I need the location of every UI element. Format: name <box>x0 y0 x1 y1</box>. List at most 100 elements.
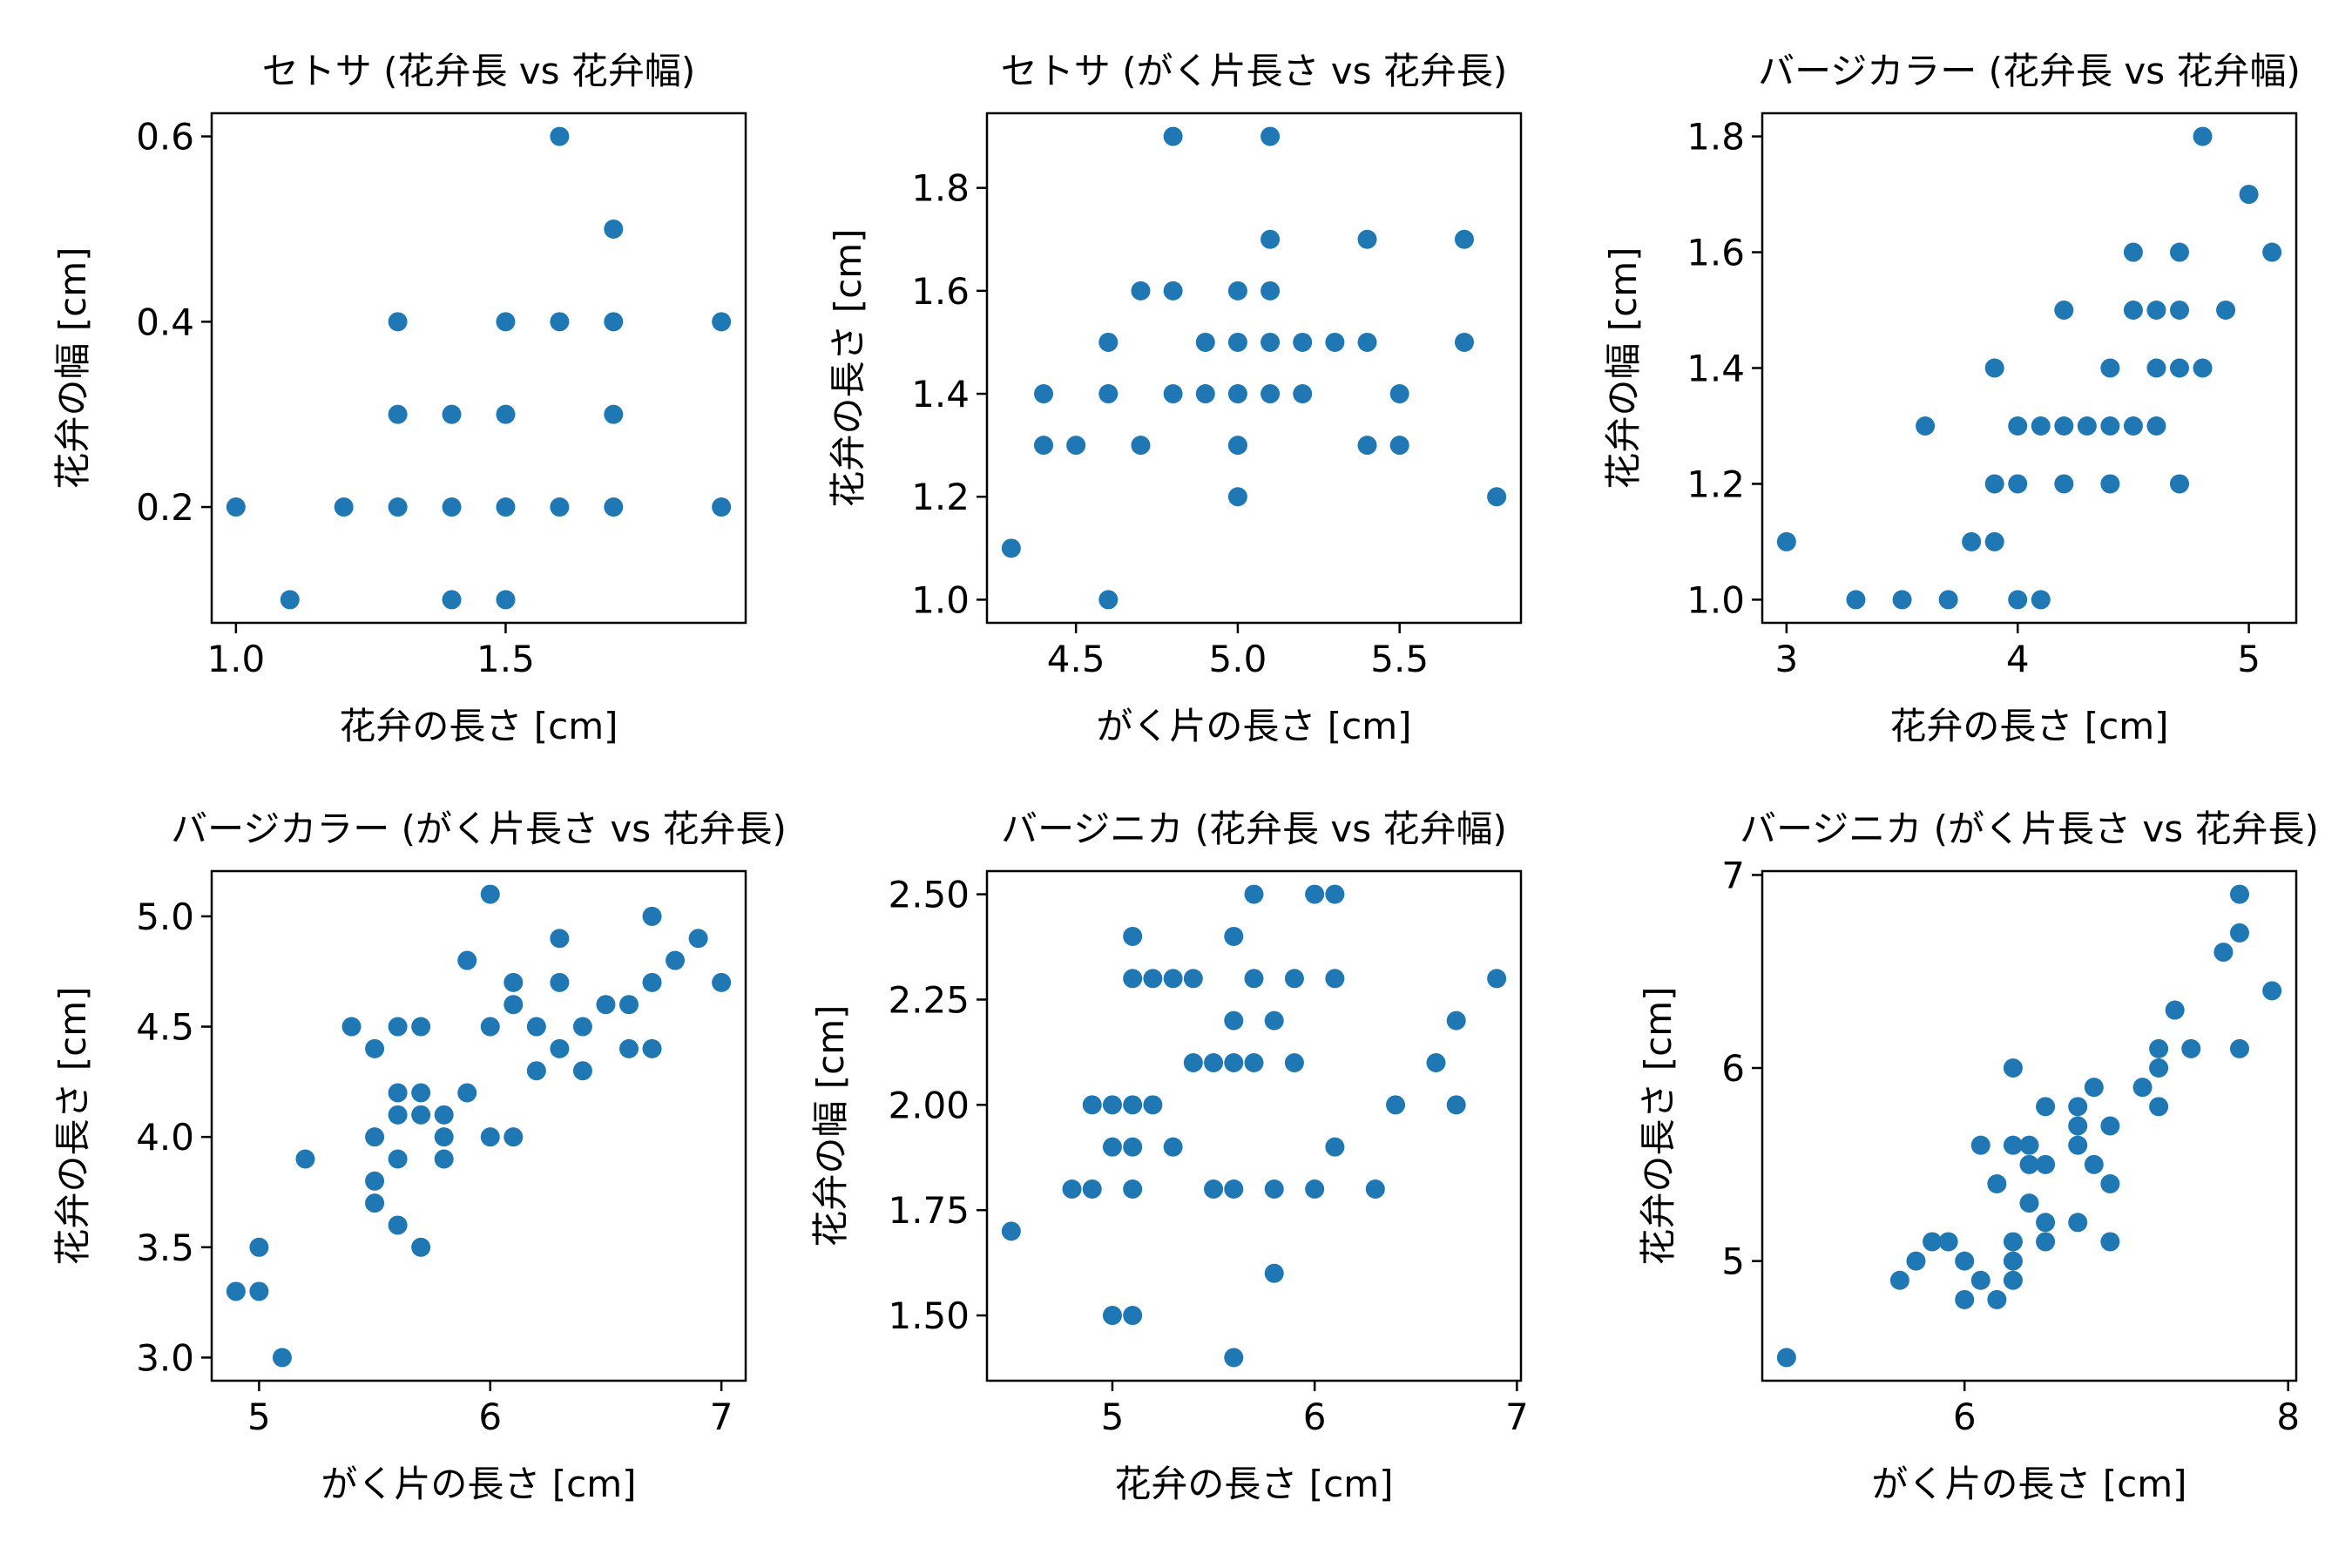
subplot-title: バージカラー (花弁長 vs 花弁幅) <box>1758 50 2301 92</box>
data-point <box>504 972 524 992</box>
y-axis-label: 花弁の長さ [cm] <box>51 986 94 1265</box>
data-point <box>642 1038 662 1058</box>
data-point <box>1098 332 1119 352</box>
data-point <box>2003 1135 2023 1155</box>
data-point <box>1260 126 1281 146</box>
data-point <box>2149 1058 2169 1078</box>
data-point <box>480 1127 500 1147</box>
data-point <box>550 972 570 992</box>
data-point <box>1325 884 1345 904</box>
data-point <box>1984 474 2004 494</box>
data-point <box>388 404 408 424</box>
data-point <box>688 929 708 949</box>
data-point <box>2149 1038 2169 1058</box>
data-point <box>1293 332 1313 352</box>
data-point <box>1955 1289 1975 1309</box>
data-point <box>365 1127 385 1147</box>
data-point <box>1889 1270 1909 1290</box>
data-point <box>1034 384 1054 404</box>
data-point <box>1244 884 1264 904</box>
data-point <box>2123 416 2143 436</box>
data-point <box>1123 1306 1143 1326</box>
x-tick-label: 5 <box>1101 1396 1125 1438</box>
data-point <box>388 312 408 332</box>
data-point <box>2146 416 2166 436</box>
data-point <box>1260 332 1281 352</box>
data-point <box>1325 969 1345 989</box>
data-point <box>1123 1137 1143 1157</box>
subplot-title: バージニカ (がく片長さ vs 花弁長) <box>1740 808 2319 850</box>
data-point <box>496 497 516 517</box>
data-point <box>1293 384 1313 404</box>
data-point <box>1123 969 1143 989</box>
data-point <box>526 1061 546 1081</box>
data-point <box>2100 416 2120 436</box>
y-tick-label: 1.0 <box>911 578 970 621</box>
data-point <box>550 126 570 146</box>
data-point <box>1123 926 1143 946</box>
data-point <box>1143 969 1163 989</box>
data-point <box>1131 436 1151 456</box>
data-point <box>1224 1010 1244 1031</box>
data-point <box>2003 1058 2023 1078</box>
x-tick-label: 5 <box>2237 638 2261 680</box>
data-point <box>2003 1270 2023 1290</box>
data-point <box>572 1017 592 1037</box>
data-point <box>434 1127 454 1147</box>
data-point <box>1264 1263 1284 1283</box>
data-point <box>2054 474 2074 494</box>
y-tick-label: 4.5 <box>136 1006 194 1049</box>
data-point <box>2149 1097 2169 1117</box>
x-tick-label: 7 <box>710 1396 733 1438</box>
data-point <box>411 1083 431 1103</box>
data-point <box>442 590 462 610</box>
data-point <box>1082 1095 1102 1115</box>
data-point <box>550 929 570 949</box>
data-point <box>1227 487 1247 507</box>
plot-frame <box>210 112 747 625</box>
data-point <box>1938 590 1958 610</box>
data-point <box>1102 1306 1122 1326</box>
data-point <box>388 1017 408 1037</box>
y-axis-label: 花弁の長さ [cm] <box>827 228 869 507</box>
data-point <box>2229 1038 2249 1058</box>
data-point <box>1098 384 1119 404</box>
data-point <box>1776 531 1796 551</box>
data-point <box>365 1193 385 1213</box>
data-point <box>2031 416 2051 436</box>
data-point <box>2036 1232 2056 1252</box>
data-point <box>2036 1154 2056 1174</box>
subplot-title: バージカラー (がく片長さ vs 花弁長) <box>171 808 787 850</box>
x-tick-label: 7 <box>1505 1396 1529 1438</box>
data-point <box>526 1017 546 1037</box>
x-axis-label: 花弁の長さ [cm] <box>1889 705 2168 747</box>
data-point <box>1227 384 1247 404</box>
y-tick-label: 0.6 <box>136 116 194 159</box>
data-point <box>2229 884 2249 904</box>
data-point <box>1386 1095 1406 1115</box>
x-axis-label: がく片の長さ [cm] <box>1096 705 1411 747</box>
data-point <box>2008 590 2028 610</box>
data-point <box>2262 242 2282 262</box>
data-point <box>618 1038 639 1058</box>
data-point <box>226 497 246 517</box>
data-point <box>1284 1052 1304 1072</box>
data-point <box>1183 969 1203 989</box>
y-tick-label: 2.00 <box>888 1084 970 1126</box>
data-point <box>604 497 624 517</box>
data-point <box>1163 384 1183 404</box>
data-point <box>1195 332 1215 352</box>
data-point <box>1264 1010 1284 1031</box>
data-point <box>604 219 624 239</box>
data-point <box>1264 1179 1284 1200</box>
data-point <box>550 497 570 517</box>
data-point <box>1224 1052 1244 1072</box>
data-point <box>2123 301 2143 321</box>
data-point <box>596 995 616 1015</box>
y-tick-label: 0.4 <box>136 301 194 343</box>
data-point <box>1962 531 1982 551</box>
data-point <box>411 1237 431 1257</box>
data-point <box>572 1061 592 1081</box>
y-tick-label: 1.8 <box>1686 116 1745 159</box>
data-point <box>496 590 516 610</box>
